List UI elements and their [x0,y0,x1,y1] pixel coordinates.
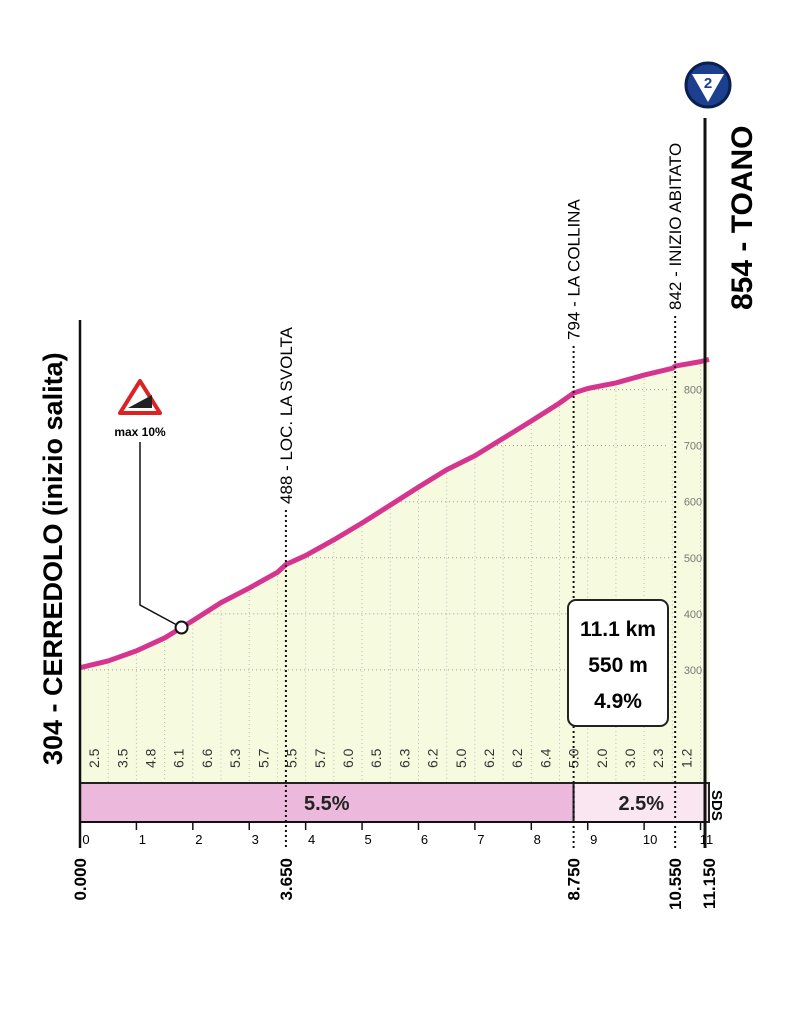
x-tick-label: 11 [700,832,714,847]
x-tick-label: 9 [590,832,597,847]
x-tick-label: 7 [477,832,484,847]
y-tick-label: 700 [684,441,702,453]
summary-length: 11.1 km [580,618,656,641]
gradient-label: 6.1 [171,748,187,768]
section-bar [572,782,710,823]
x-tick-label: 0 [82,832,89,847]
summary-box [567,599,669,727]
max-pointer [139,442,182,629]
badge-number: 2 [704,75,712,92]
max-gradient-label: max 10% [114,425,166,439]
gradient-label: 6.0 [340,748,356,768]
x-tick-label: 4 [308,832,315,847]
x-tick-label: 10 [643,832,657,847]
gradient-label: 6.5 [368,748,384,768]
gradient-label: 6.2 [509,748,525,768]
section-label: 2.5% [619,793,665,815]
warning-icon [128,395,152,408]
gradient-label: 6.2 [425,748,441,768]
x-tick-label: 6 [421,832,428,847]
x-tick-label: 8 [534,832,541,847]
y-tick-label: 400 [684,609,702,621]
gradient-label: 6.4 [537,748,553,768]
y-tick-label: 500 [684,553,702,565]
distance-label: 0.000 [71,858,90,901]
x-tick-label: 2 [195,832,202,847]
distance-label: 3.650 [277,858,296,901]
x-tick-label: 5 [364,832,371,847]
warning-sign [118,379,162,415]
end-label: 854 - TOANO [726,126,759,311]
y-tick-label: 300 [684,665,702,677]
gradient-label: 2.0 [594,748,610,768]
sponsor: SDS [708,790,725,821]
section-bar [79,782,575,823]
max-marker [174,620,189,635]
gradient-label: 6.6 [199,748,215,768]
start-label: 304 - CERREDOLO (inizio salita) [38,352,68,765]
profile-line [79,356,710,671]
distance-label: 8.750 [565,858,584,901]
waypoint-label: 794 - LA COLLINA [565,199,584,340]
waypoint-label: 842 - INIZIO ABITATO [666,143,685,310]
gradient-label: 4.8 [143,748,159,768]
gradient-label: 5.7 [312,748,328,768]
summary-gradient: 4.9% [594,690,642,713]
gradient-label: 6.3 [396,748,412,768]
section-label: 5.5% [304,793,350,815]
gradient-label: 2.5 [86,748,102,768]
distance-label: 11.150 [700,858,719,909]
y-tick-label: 600 [684,497,702,509]
gradient-label: 5.3 [227,748,243,768]
gradient-label: 1.2 [678,748,694,768]
gradient-label: 5.7 [255,748,271,768]
y-tick-label: 800 [684,385,702,397]
distance-label: 10.550 [666,858,685,910]
gradient-label: 6.2 [481,748,497,768]
gradient-label: 3.5 [114,748,130,768]
x-tick-label: 3 [252,832,259,847]
gradient-label: 5.0 [453,748,469,768]
gradient-label: 5.5 [284,748,300,768]
summary-gain: 550 m [588,654,648,677]
area-fill [80,359,709,782]
gradient-label: 3.0 [622,748,638,768]
x-tick-label: 1 [139,832,146,847]
waypoint-label: 488 - LOC. LA SVOLTA [277,326,296,504]
badge-triangle [692,74,724,102]
gradient-label: 2.3 [650,748,666,768]
plot: 300 400 500 600 700 800 2.5 3.5 4.8 6.1 6.6 5.3 5.7 5… [71,118,719,910]
gradient-label: 5.0 [566,748,582,768]
